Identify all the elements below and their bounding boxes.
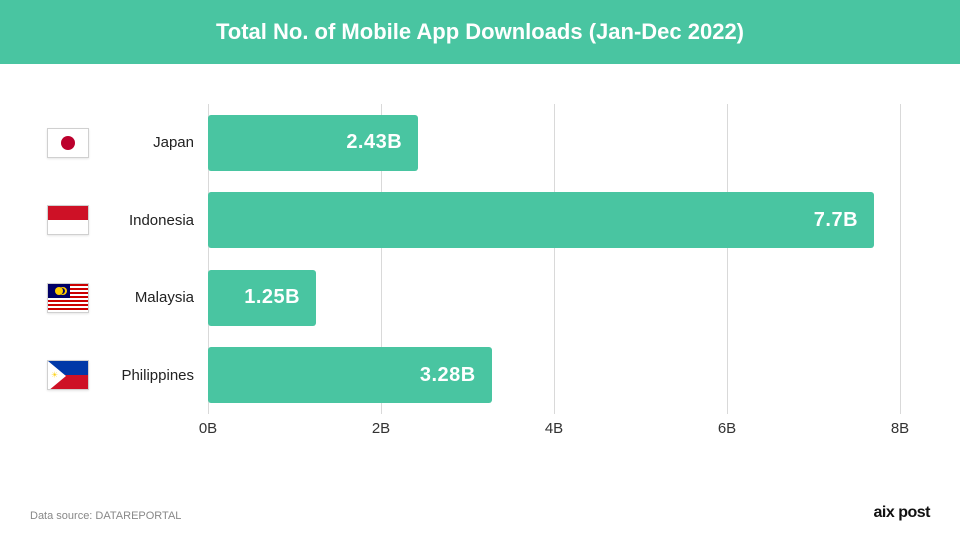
x-tick-label: 2B [372,420,390,437]
chart-title: Total No. of Mobile App Downloads (Jan-D… [216,19,744,45]
bar-value-label: 3.28B [420,364,476,387]
country-label: Philippines [96,367,208,384]
country-label: Malaysia [96,289,208,306]
bar: 2.43B [208,115,418,171]
x-tick-label: 6B [718,420,736,437]
bar-value-label: 7.7B [814,209,858,232]
bar-row: Malaysia 1.25B [40,259,900,337]
chart-header: Total No. of Mobile App Downloads (Jan-D… [0,0,960,64]
flag-icon [40,128,96,158]
flag-icon [40,283,96,313]
bar-track: 1.25B [208,259,900,337]
bar-value-label: 1.25B [244,286,300,309]
bar-track: 2.43B [208,104,900,182]
country-label: Indonesia [96,212,208,229]
bar-row: Indonesia 7.7B [40,182,900,260]
bar-row: ☀Philippines 3.28B [40,337,900,415]
bar-rows: Japan 2.43B Indonesia 7.7B Malaysia 1.25B ☀Phi… [40,104,900,414]
x-tick-label: 4B [545,420,563,437]
x-axis: 0B2B4B6B8B [208,420,900,444]
bar: 1.25B [208,270,316,326]
bar-track: 3.28B [208,337,900,415]
bar-row: Japan 2.43B [40,104,900,182]
country-label: Japan [96,134,208,151]
brand-label: aix post [874,504,930,522]
x-tick-label: 0B [199,420,217,437]
bar: 3.28B [208,347,492,403]
flag-icon [40,205,96,235]
data-source-label: Data source: DATAREPORTAL [30,510,181,522]
gridline [900,104,901,414]
bar: 7.7B [208,192,874,248]
flag-icon: ☀ [40,360,96,390]
bar-value-label: 2.43B [346,131,402,154]
bar-track: 7.7B [208,182,900,260]
footer: Data source: DATAREPORTAL aix post [0,484,960,540]
chart-area: Japan 2.43B Indonesia 7.7B Malaysia 1.25B ☀Phi… [0,64,960,484]
x-tick-label: 8B [891,420,909,437]
